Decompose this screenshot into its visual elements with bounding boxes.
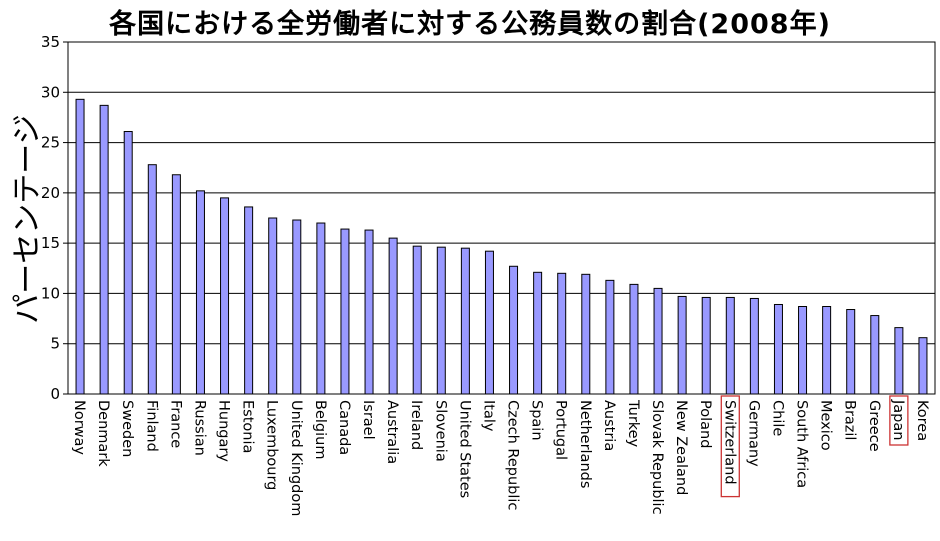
bars (75, 98, 928, 395)
chart-title: 各国における全労働者に対する公務員数の割合(2008年) (109, 9, 831, 40)
bar-spain (533, 271, 543, 395)
bar-poland (701, 296, 711, 395)
y-tick-label: 30 (41, 83, 60, 101)
x-tick-label: Estonia (240, 400, 256, 453)
bar-south-africa (798, 306, 808, 395)
y-tick-label: 0 (50, 385, 60, 403)
bar-portugal (557, 272, 567, 395)
x-tick-label: Australia (384, 400, 400, 464)
x-tick-label: New Zealand (673, 400, 689, 495)
x-tick-labels: Norway Denmark Sweden Finland France Russian H… (71, 395, 930, 516)
bar-brazil (846, 309, 856, 395)
x-tick-label: Greece (866, 400, 882, 452)
bar-czech-republic (509, 265, 519, 395)
y-tick-label: 35 (41, 33, 60, 51)
bar-finland (147, 164, 157, 395)
bar-korea (918, 337, 928, 395)
bar-canada (340, 228, 350, 395)
x-tick-label: Luxembourg (264, 400, 280, 490)
x-tick-label: Norway (71, 400, 87, 455)
x-tick-label: Belgium (312, 400, 328, 459)
bar-slovenia (436, 246, 446, 395)
x-tick-label: Japan (890, 399, 906, 440)
x-tick-label: Germany (745, 400, 761, 467)
y-tick-label: 25 (41, 134, 60, 152)
x-tick-label: United States (456, 400, 472, 498)
x-tick-label: Slovenia (432, 400, 448, 462)
x-tick-label: United Kingdom (288, 400, 304, 516)
x-tick-label: Korea (914, 400, 930, 441)
x-tick-label: Israel (360, 400, 376, 440)
bar-new-zealand (677, 295, 687, 395)
highlight-box (889, 395, 909, 446)
bar-switzerland (725, 296, 735, 395)
bar-israel (364, 229, 374, 395)
y-tick-label: 5 (50, 335, 60, 353)
bar-ireland (412, 245, 422, 395)
x-tick-label: Netherlands (577, 400, 593, 488)
x-tick-label: Austria (601, 400, 617, 451)
bar-denmark (99, 104, 109, 395)
x-tick-label: Brazil (842, 400, 858, 440)
x-tick-label: Ireland (408, 400, 424, 450)
bar-sweden (123, 131, 133, 395)
x-tick-label: Denmark (95, 400, 111, 467)
x-tick-label: South Africa (794, 400, 810, 488)
x-tick-label: Czech Republic (505, 400, 521, 510)
bar-mexico (822, 306, 832, 395)
y-tick-label: 20 (41, 184, 60, 202)
bar-france (171, 174, 181, 395)
x-tick-label: Mexico (818, 400, 834, 451)
x-tick-label: Turkey (625, 399, 641, 448)
bar-slovak-republic (653, 287, 663, 395)
bar-norway (75, 98, 85, 395)
x-tick-label: Italy (480, 400, 496, 432)
bar-netherlands (581, 273, 591, 395)
x-tick-label: Hungary (216, 400, 232, 462)
y-tick-label: 10 (41, 284, 60, 302)
bar-chile (773, 303, 783, 395)
bar-russian (195, 190, 205, 395)
y-tick-labels: 0 5 10 15 20 25 30 35 (41, 33, 60, 403)
axes (63, 41, 936, 395)
bar-united-kingdom (292, 219, 302, 395)
x-tick-label: Switzerland (721, 400, 737, 485)
bar-italy (484, 250, 494, 395)
highlight-box (720, 395, 740, 498)
x-tick-label: Portugal (553, 400, 569, 460)
x-tick-label: Chile (769, 400, 785, 436)
x-tick-label: Russian (191, 400, 207, 456)
x-tick-label: Sweden (119, 400, 135, 457)
bar-greece (870, 315, 880, 395)
bar-hungary (220, 197, 230, 395)
plot-area-border (67, 41, 936, 395)
x-tick-label: Canada (336, 400, 352, 455)
x-tick-label: France (167, 400, 183, 448)
bar-austria (605, 279, 615, 395)
bar-luxembourg (268, 217, 278, 395)
bar-japan (894, 327, 904, 395)
x-tick-label: Spain (529, 400, 545, 441)
x-tick-label: Slovak Republic (649, 400, 665, 515)
bar-united-states (460, 247, 470, 395)
y-tick-label: 15 (41, 234, 60, 252)
bar-germany (749, 297, 759, 395)
bar-australia (388, 237, 398, 395)
bar-belgium (316, 222, 326, 395)
bar-estonia (244, 206, 254, 395)
bar-turkey (629, 283, 639, 395)
x-tick-label: Poland (697, 400, 713, 448)
x-tick-label: Finland (143, 400, 159, 452)
